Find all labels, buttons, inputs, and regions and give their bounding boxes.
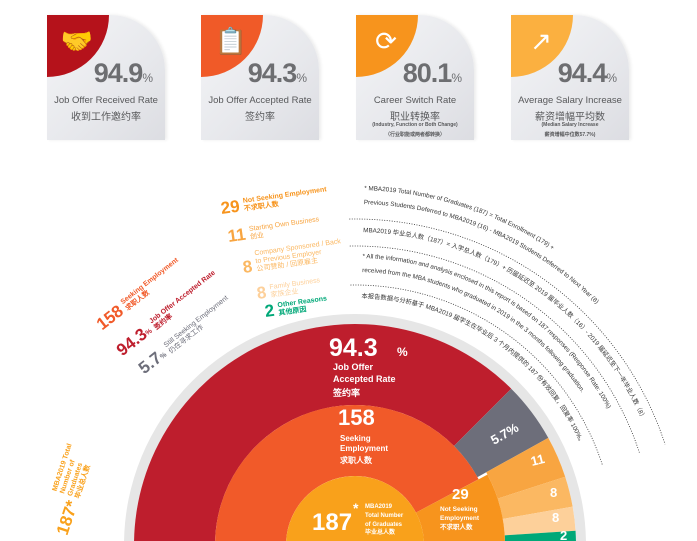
segment-total [286,476,424,541]
stat-label-zh: 收到工作邀约率 [71,112,141,123]
segment-still-seeking [453,388,549,478]
stat-value: 80.1% [402,58,462,88]
own-business-value: 11 [529,451,546,469]
accepted-unit: % [397,345,408,359]
legend-value: 11 [226,224,247,246]
stat-note-zh: 薪资增幅中位数57.7%) [544,132,596,138]
total-label: Total Number [365,513,404,519]
stat-note-en: (Median Salary Increase [541,122,599,128]
stat-card: ⟳ 80.1% Career Switch Rate 职业转换率 (Indust… [356,15,474,140]
seeking-label: Seeking [340,434,371,443]
segment-family [502,506,576,536]
accepted-label: Accepted Rate [333,374,396,384]
stat-value: 94.4% [557,58,617,88]
stat-card: 📋 94.3% Job Offer Accepted Rate 签约率 [201,15,319,140]
not-seeking-label: Not Seeking [440,506,478,513]
stat-label-en: Career Switch Rate [373,95,457,106]
segment-seeking [215,405,479,541]
career-switch-icon: ⟳ [375,26,397,56]
segment-own-business [486,437,566,499]
other-value: 2 [560,528,567,541]
legend-value: 8 [255,282,268,303]
accepted-value: 94.3 [329,334,378,362]
accepted-label-zh: 签约率 [332,387,360,398]
stat-label-zh: 签约率 [245,112,275,123]
segment-not-seeking [415,474,505,541]
accepted-label: Job Offer [333,362,374,372]
legend-label-zh: 创业 [249,232,265,241]
dotted-divider [350,284,603,465]
not-seeking-label: Employment [440,515,480,522]
total-label: MBA2019 [365,504,393,510]
not-seeking-value: 29 [452,486,469,503]
not-seeking-label-zh: 不求职人数 [440,522,473,531]
family-value: 8 [552,510,559,525]
handshake-icon: 🤝 [60,26,94,56]
dotted-divider [349,218,666,445]
legend-value: 2 [263,300,276,321]
segment-accepted [134,324,512,541]
stat-value: 94.3% [247,58,307,88]
stat-note-en: (Industry, Function or Both Change) [372,122,458,128]
total-star: * [353,500,359,516]
seeking-label-zh: 求职人数 [340,455,373,465]
stat-card: 🤝 94.9% Job Offer Received Rate 收到工作邀约率 [47,15,165,140]
contract-icon: 📋 [214,26,248,56]
stat-card: ↗ 94.4% Average Salary Increase 薪资增幅平均数 … [511,15,629,140]
seeking-value: 158 [338,405,375,430]
stat-value: 94.9% [93,58,153,88]
total-value: 187 [312,509,352,536]
seeking-label: Employment [340,444,388,453]
stat-label-zh: 职业转换率 [390,112,440,123]
segment-sponsored [497,476,573,519]
dotted-divider [349,245,640,453]
stat-label-en: Average Salary Increase [518,95,622,106]
legend-value: 29 [219,196,241,218]
segment-other [504,530,576,541]
stat-note-zh: （行业职能或两者都转换） [384,132,445,138]
stat-label-en: Job Offer Received Rate [54,95,158,106]
salary-growth-icon: ↗ [530,26,552,56]
sponsored-value: 8 [550,485,557,500]
total-label: of Graduates [365,522,403,528]
stat-label-en: Job Offer Accepted Rate [208,95,312,106]
total-label-zh: 毕业总人数 [365,528,396,536]
stat-label-zh: 薪资增幅平均数 [535,112,605,123]
legend-value: 8 [241,256,254,277]
